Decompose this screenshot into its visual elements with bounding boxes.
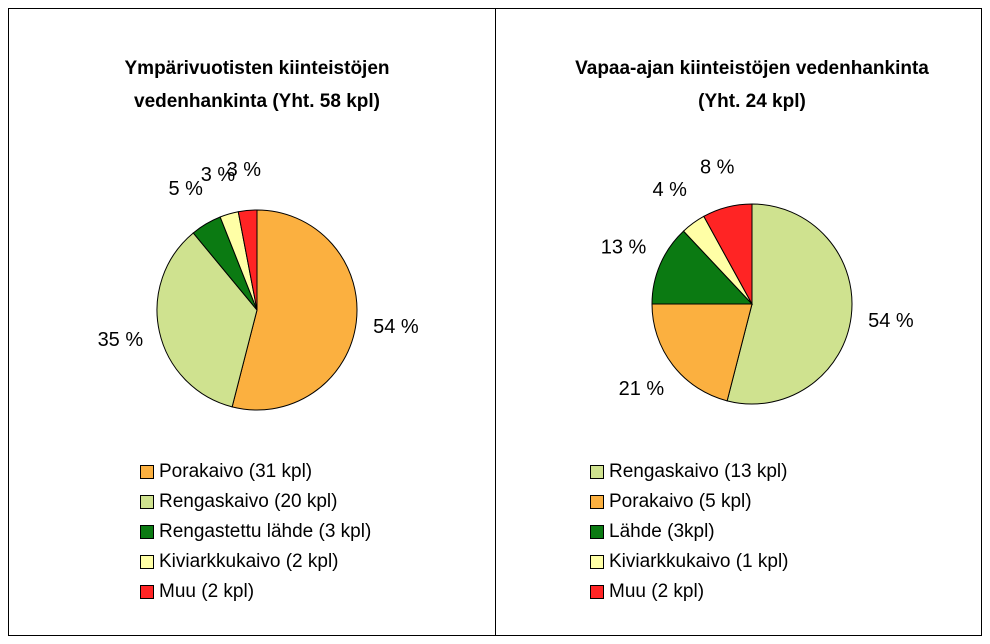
legend-item: Rengaskaivo (13 kpl)	[590, 457, 787, 487]
data-label: 21 %	[619, 378, 665, 400]
legend-swatch	[140, 465, 154, 479]
data-label: 35 %	[98, 329, 144, 351]
legend-swatch	[140, 495, 154, 509]
panel	[495, 8, 982, 636]
data-label: 3 %	[227, 159, 262, 181]
pie-slice	[703, 203, 753, 305]
legend-item: Kiviarkkukaivo (1 kpl)	[590, 547, 789, 577]
pie-slice	[237, 209, 258, 311]
legend-swatch	[590, 465, 604, 479]
chart-title: Ympärivuotisten kiinteistöjen vedenhanki…	[124, 58, 390, 112]
legend-label: Porakaivo (5 kpl)	[609, 491, 752, 512]
legend-label: Rengaskaivo (20 kpl)	[159, 491, 338, 512]
legend-label: Muu (2 kpl)	[609, 581, 705, 602]
legend-swatch	[140, 525, 154, 539]
legend-item: Muu (2 kpl)	[140, 577, 254, 607]
chart-title: Vapaa-ajan kiinteistöjen vedenhankinta (…	[575, 58, 929, 112]
legend-label: Rengaskaivo (13 kpl)	[609, 461, 788, 482]
legend-label: Muu (2 kpl)	[159, 581, 255, 602]
data-label: 13 %	[601, 237, 647, 259]
data-label: 54 %	[373, 316, 419, 338]
legend-label: Kiviarkkukaivo (2 kpl)	[159, 551, 339, 572]
pie-slice	[651, 230, 754, 305]
legend-swatch	[590, 585, 604, 599]
pie-slice	[651, 303, 753, 402]
legend-item: Porakaivo (5 kpl)	[590, 487, 752, 517]
legend-swatch	[590, 495, 604, 509]
legend-item: Muu (2 kpl)	[590, 577, 704, 607]
pie-slice	[726, 203, 853, 405]
data-label: 3 %	[201, 164, 236, 186]
legend-label: Rengastettu lähde (3 kpl)	[159, 521, 372, 542]
legend-item: Porakaivo (31 kpl)	[140, 457, 312, 487]
data-label: 5 %	[168, 178, 203, 200]
data-label: 4 %	[652, 179, 687, 201]
legend-item: Rengastettu lähde (3 kpl)	[140, 517, 371, 547]
legend-swatch	[590, 555, 604, 569]
data-label: 8 %	[700, 157, 735, 179]
legend-swatch	[140, 555, 154, 569]
legend-swatch	[140, 585, 154, 599]
legend-swatch	[590, 525, 604, 539]
pie-slice	[156, 232, 258, 408]
pie-slice	[231, 209, 358, 411]
legend-item: Rengaskaivo (20 kpl)	[140, 487, 337, 517]
legend-label: Porakaivo (31 kpl)	[159, 461, 313, 482]
data-label: 54 %	[868, 310, 914, 332]
legend-item: Kiviarkkukaivo (2 kpl)	[140, 547, 339, 577]
legend-label: Lähde (3kpl)	[609, 521, 715, 542]
legend-item: Lähde (3kpl)	[590, 517, 715, 547]
legend-label: Kiviarkkukaivo (1 kpl)	[609, 551, 789, 572]
